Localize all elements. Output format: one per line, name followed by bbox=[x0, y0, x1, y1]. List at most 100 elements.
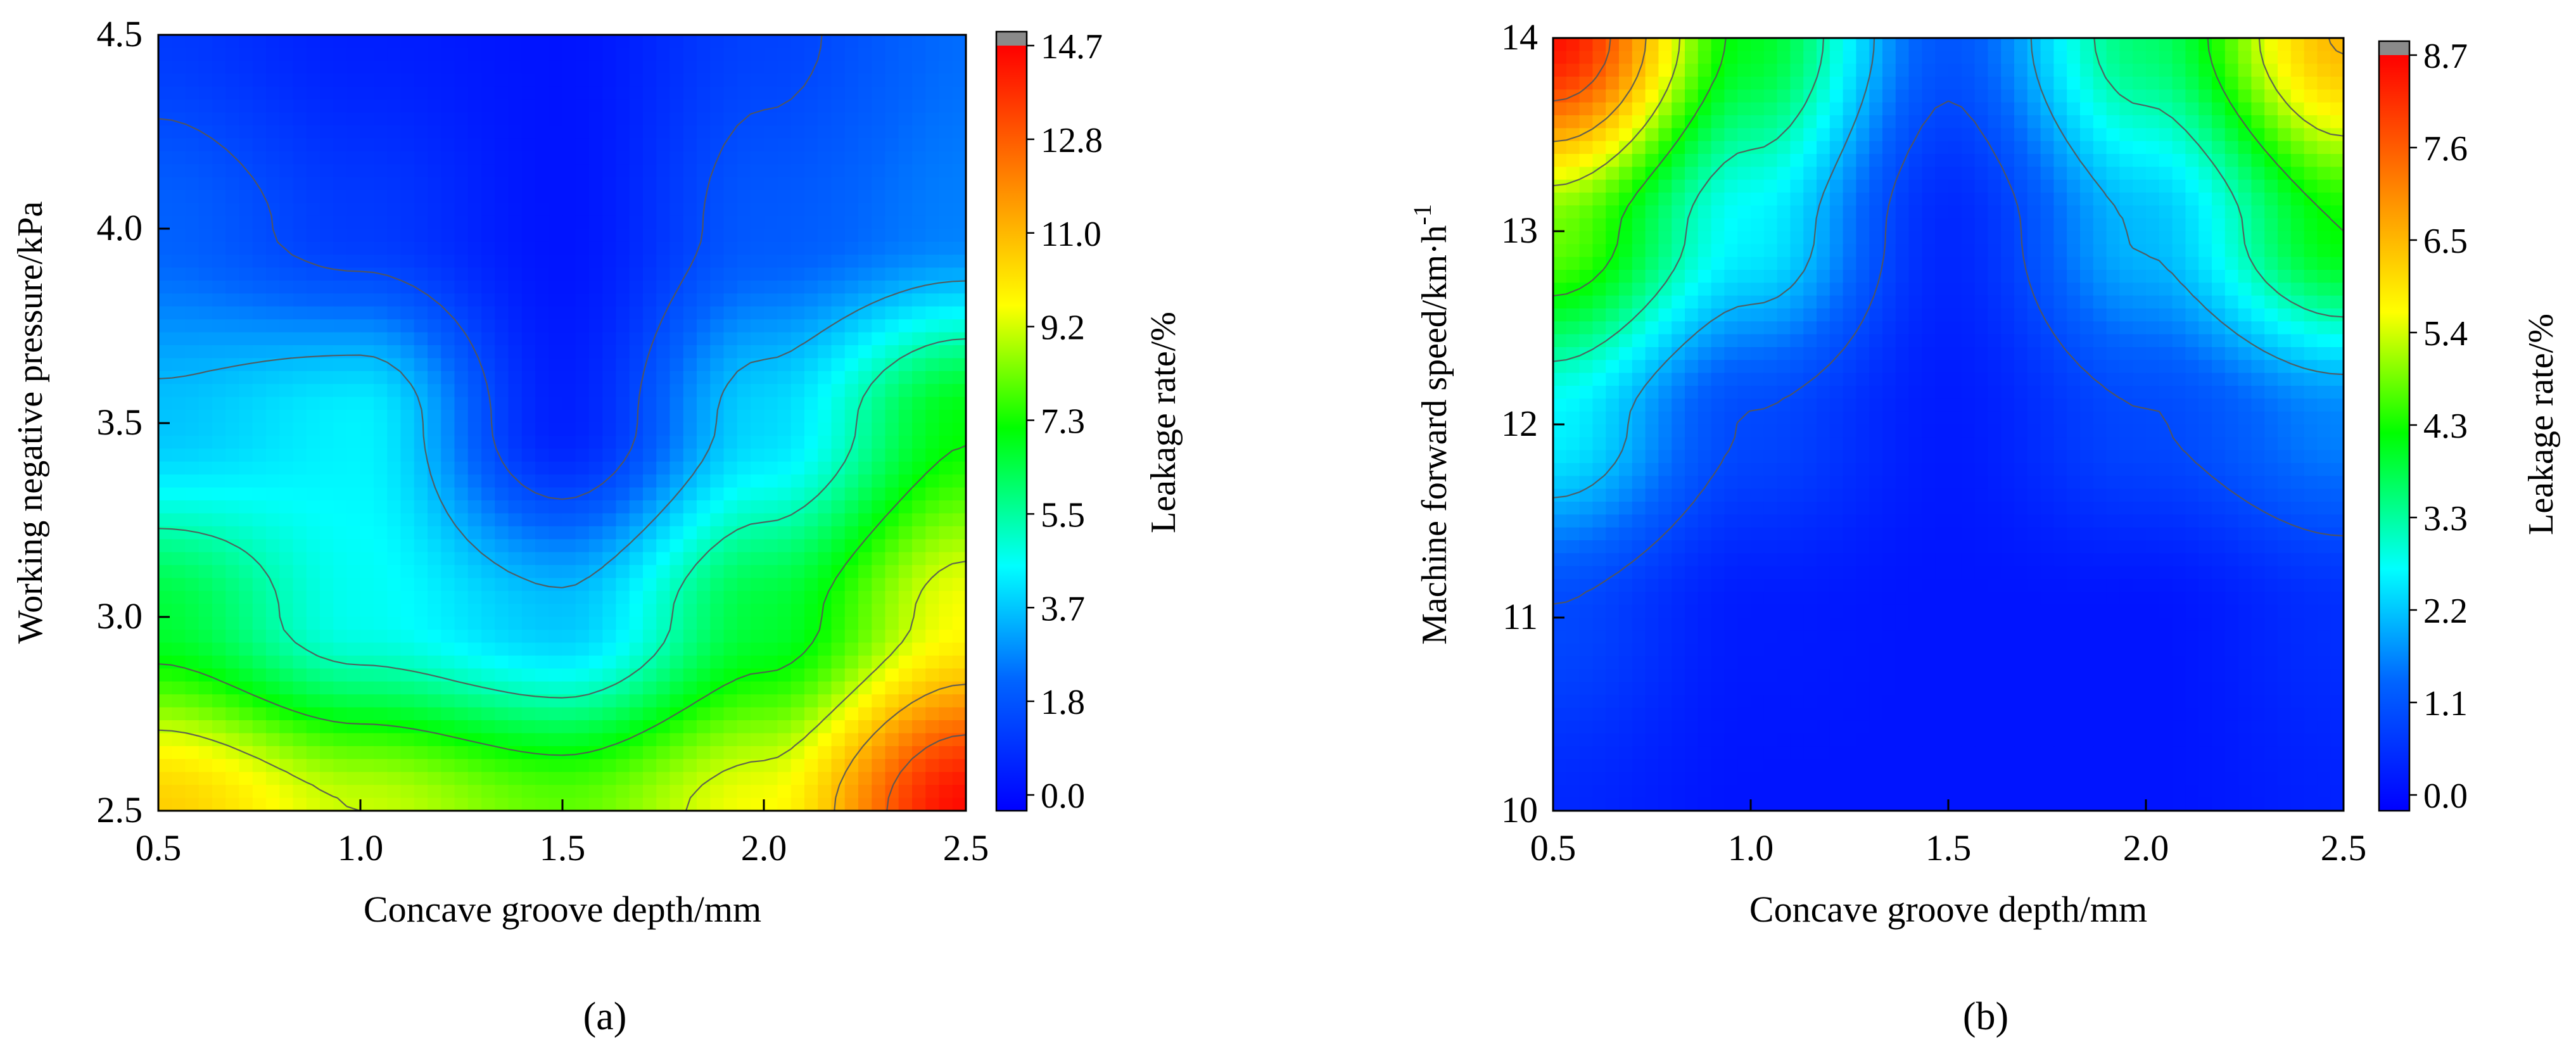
heatmap-cell bbox=[1856, 205, 1870, 219]
heatmap-cell bbox=[346, 371, 361, 385]
heatmap-cell bbox=[589, 513, 604, 527]
heatmap-cell bbox=[320, 435, 334, 450]
heatmap-cell bbox=[858, 60, 873, 75]
heatmap-cell bbox=[387, 241, 402, 255]
heatmap-cell bbox=[2067, 63, 2081, 77]
heatmap-cell bbox=[683, 164, 697, 178]
heatmap-cell bbox=[495, 656, 509, 670]
heatmap-cell bbox=[1737, 128, 1751, 142]
heatmap-cell bbox=[225, 630, 240, 644]
heatmap-cell bbox=[2119, 179, 2133, 193]
heatmap-cell bbox=[1632, 257, 1646, 270]
heatmap-cell bbox=[2119, 167, 2133, 181]
heatmap-cell bbox=[831, 215, 846, 230]
heatmap-cell bbox=[575, 319, 590, 333]
heatmap-cell bbox=[885, 138, 899, 152]
heatmap-cell bbox=[2224, 167, 2239, 181]
heatmap-cell bbox=[1619, 141, 1633, 155]
heatmap-cell bbox=[346, 48, 361, 61]
heatmap-cell bbox=[1685, 141, 1699, 155]
heatmap-cell bbox=[602, 642, 617, 656]
heatmap-cell bbox=[643, 164, 657, 178]
heatmap-cell bbox=[912, 190, 927, 204]
heatmap-cell bbox=[535, 707, 550, 721]
heatmap-cell bbox=[697, 461, 711, 475]
heatmap-cell bbox=[818, 474, 832, 488]
heatmap-cell bbox=[198, 35, 213, 49]
heatmap-cell bbox=[320, 384, 334, 398]
heatmap-cell bbox=[441, 578, 455, 592]
heatmap-cell bbox=[952, 384, 967, 398]
heatmap-cell bbox=[818, 785, 832, 799]
heatmap-cell bbox=[225, 306, 240, 320]
heatmap-cell bbox=[1553, 231, 1567, 245]
heatmap-cell bbox=[737, 733, 751, 747]
heatmap-cell bbox=[360, 797, 374, 811]
heatmap-cell bbox=[723, 151, 738, 165]
heatmap-cell bbox=[656, 138, 671, 152]
heatmap-cell bbox=[2106, 141, 2121, 155]
heatmap-cell bbox=[616, 410, 630, 424]
heatmap-cell bbox=[2290, 38, 2305, 52]
heatmap-cell bbox=[185, 759, 200, 773]
heatmap-cell bbox=[2080, 231, 2094, 245]
heatmap-cell bbox=[1869, 51, 1883, 65]
heatmap-cell bbox=[629, 229, 644, 243]
heatmap-cell bbox=[1553, 257, 1567, 270]
heatmap-cell bbox=[723, 280, 738, 295]
heatmap-cell bbox=[1988, 295, 2002, 309]
heatmap-cell bbox=[2080, 38, 2094, 52]
heatmap-cell bbox=[239, 733, 253, 747]
heatmap-cell bbox=[602, 151, 617, 165]
heatmap-cell bbox=[508, 797, 523, 811]
heatmap-cell bbox=[669, 694, 684, 708]
heatmap-cell bbox=[831, 371, 846, 385]
heatmap-cell bbox=[643, 759, 657, 773]
heatmap-cell bbox=[1869, 115, 1883, 129]
heatmap-cell bbox=[2251, 89, 2265, 103]
heatmap-cell bbox=[818, 759, 832, 773]
heatmap-cell bbox=[1882, 257, 1896, 270]
heatmap-cell bbox=[1697, 218, 1712, 232]
heatmap-cell bbox=[562, 500, 576, 514]
heatmap-cell bbox=[818, 164, 832, 178]
heatmap-cell bbox=[898, 526, 913, 540]
heatmap-cell bbox=[723, 797, 738, 811]
heatmap-cell bbox=[616, 306, 630, 320]
heatmap-cell bbox=[669, 656, 684, 670]
heatmap-cell bbox=[495, 616, 509, 630]
heatmap-cell bbox=[2290, 270, 2305, 284]
heatmap-cell bbox=[535, 345, 550, 359]
heatmap-cell bbox=[495, 255, 509, 269]
heatmap-cell bbox=[751, 86, 765, 100]
heatmap-cell bbox=[549, 164, 563, 178]
heatmap-cell bbox=[400, 229, 415, 243]
panel-a-xtick-label: 2.5 bbox=[943, 827, 989, 868]
heatmap-cell bbox=[912, 164, 927, 178]
heatmap-cell bbox=[2304, 77, 2318, 91]
heatmap-cell bbox=[454, 771, 469, 785]
heatmap-cell bbox=[549, 138, 563, 152]
heatmap-cell bbox=[454, 604, 469, 618]
heatmap-cell bbox=[656, 397, 671, 410]
heatmap-cell bbox=[2330, 63, 2344, 77]
heatmap-cell bbox=[602, 500, 617, 514]
heatmap-cell bbox=[777, 487, 792, 501]
heatmap-cell bbox=[1908, 63, 1923, 77]
heatmap-cell bbox=[414, 358, 428, 372]
heatmap-cell bbox=[898, 255, 913, 269]
heatmap-cell bbox=[1566, 231, 1580, 245]
heatmap-cell bbox=[777, 759, 792, 773]
heatmap-cell bbox=[656, 112, 671, 126]
heatmap-cell bbox=[2027, 231, 2041, 245]
heatmap-cell bbox=[656, 164, 671, 178]
heatmap-cell bbox=[535, 125, 550, 139]
heatmap-cell bbox=[2001, 244, 2015, 258]
heatmap-cell bbox=[320, 642, 334, 656]
heatmap-cell bbox=[1763, 102, 1778, 116]
heatmap-cell bbox=[346, 590, 361, 605]
heatmap-cell bbox=[764, 616, 778, 630]
heatmap-cell bbox=[697, 759, 711, 773]
heatmap-cell bbox=[656, 500, 671, 514]
heatmap-cell bbox=[683, 552, 697, 566]
